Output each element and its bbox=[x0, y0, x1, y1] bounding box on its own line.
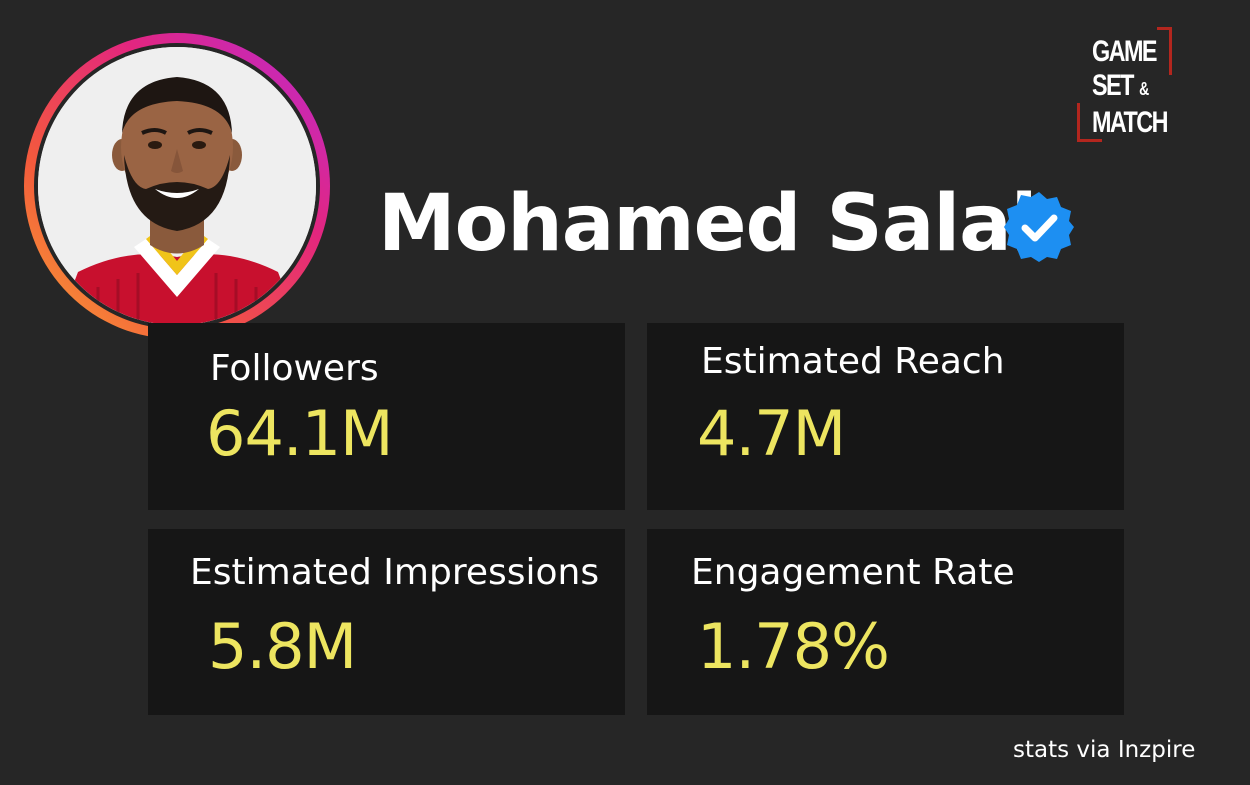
logo-line-2: SET & bbox=[1092, 69, 1167, 106]
stat-value-engagement: 1.78% bbox=[697, 610, 890, 683]
logo-ampersand: & bbox=[1139, 79, 1150, 99]
avatar bbox=[38, 47, 316, 325]
logo-bracket-bottom-left bbox=[1077, 103, 1102, 142]
stat-value-reach: 4.7M bbox=[697, 397, 846, 470]
stat-value-followers: 64.1M bbox=[206, 397, 394, 470]
game-set-match-logo: GAME SET & MATCH bbox=[1075, 27, 1175, 142]
stat-card-followers: Followers 64.1M bbox=[148, 323, 625, 510]
logo-bracket-top-right bbox=[1157, 27, 1172, 75]
avatar-gap bbox=[34, 43, 320, 329]
logo-set: SET bbox=[1092, 69, 1134, 102]
stat-card-impressions: Estimated Impressions 5.8M bbox=[148, 529, 625, 715]
stat-label-impressions: Estimated Impressions bbox=[190, 552, 600, 593]
source-credit: stats via Inzpire bbox=[1013, 737, 1196, 763]
logo-line-3: MATCH bbox=[1092, 106, 1169, 139]
stat-label-followers: Followers bbox=[210, 348, 379, 389]
logo-wordmark: GAME SET & MATCH bbox=[1092, 35, 1169, 140]
logo-line-1: GAME bbox=[1092, 35, 1158, 68]
stat-value-impressions: 5.8M bbox=[208, 610, 357, 683]
avatar-portrait bbox=[38, 47, 316, 325]
profile-name: Mohamed Salah bbox=[378, 179, 1066, 269]
stat-card-reach: Estimated Reach 4.7M bbox=[647, 323, 1124, 510]
stat-card-engagement: Engagement Rate 1.78% bbox=[647, 529, 1124, 715]
verified-badge-icon bbox=[1004, 192, 1074, 262]
stat-label-engagement: Engagement Rate bbox=[691, 552, 1015, 593]
avatar-ring bbox=[24, 33, 330, 339]
stat-label-reach: Estimated Reach bbox=[701, 341, 1005, 382]
